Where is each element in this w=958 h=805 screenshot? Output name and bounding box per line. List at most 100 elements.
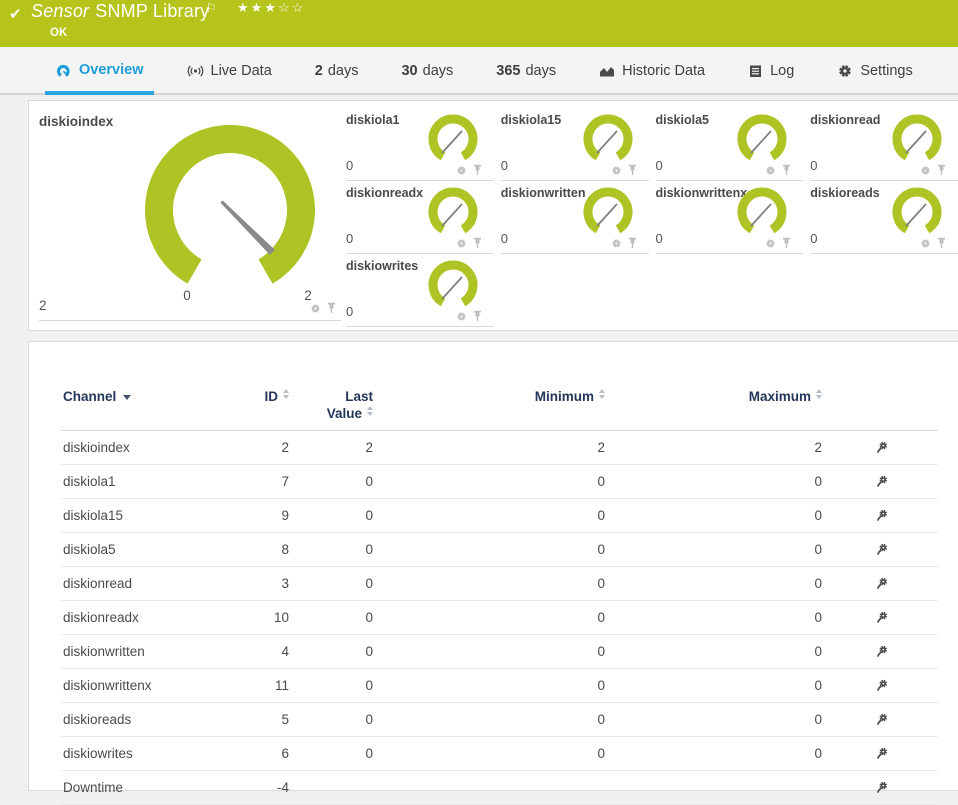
gauge-icon: [55, 62, 72, 79]
table-row: diskionwrittenx 11 0 0 0: [61, 668, 938, 703]
gear-icon[interactable]: [765, 238, 776, 249]
channel-settings-icon[interactable]: [874, 610, 889, 625]
tab-historic-data[interactable]: Historic Data: [589, 47, 715, 93]
channel-settings-icon[interactable]: [874, 712, 889, 727]
cell-settings: [824, 532, 938, 567]
sort-icon[interactable]: [816, 389, 822, 399]
gauge-chart: [737, 114, 787, 161]
star-filled-icon[interactable]: ★: [237, 0, 251, 15]
column-header-min[interactable]: Minimum: [375, 364, 607, 431]
cell-settings: [824, 702, 938, 737]
channel-settings-icon[interactable]: [874, 780, 889, 795]
column-label: Minimum: [534, 389, 594, 404]
gear-icon[interactable]: [310, 303, 321, 314]
gear-icon[interactable]: [456, 238, 467, 249]
tab-log[interactable]: Log: [738, 47, 804, 93]
cell-channel: diskioindex: [61, 430, 225, 465]
gear-icon[interactable]: [611, 165, 622, 176]
star-filled-icon[interactable]: ★: [250, 0, 265, 15]
sort-icon[interactable]: [283, 389, 289, 399]
channel-settings-icon[interactable]: [874, 474, 889, 489]
star-empty-icon[interactable]: ☆: [277, 0, 292, 15]
channel-settings-icon[interactable]: [874, 542, 889, 557]
cell-last: 0: [291, 498, 375, 533]
sensor-type-label: Sensor: [31, 1, 90, 21]
tab-label: Historic Data: [622, 63, 706, 79]
gear-icon[interactable]: [456, 311, 467, 322]
cell-last: 2: [291, 430, 375, 465]
cell-settings: [824, 770, 938, 805]
column-header-channel[interactable]: Channel: [61, 364, 225, 431]
gear-icon[interactable]: [920, 238, 931, 249]
gauge-actions: [765, 164, 792, 176]
sort-icon[interactable]: [599, 389, 605, 399]
column-header-last[interactable]: Last Value: [291, 364, 375, 431]
channel-settings-icon[interactable]: [874, 508, 889, 523]
cell-channel: diskionreadx: [61, 600, 225, 635]
gauge-value: 0: [346, 304, 354, 319]
gear-icon[interactable]: [456, 165, 467, 176]
cell-min: 0: [375, 668, 607, 703]
tab-settings[interactable]: Settings: [827, 47, 922, 93]
table-row: diskionreadx 10 0 0 0: [61, 600, 938, 635]
pin-icon[interactable]: [326, 302, 337, 314]
cell-channel: diskionwritten: [61, 634, 225, 669]
pin-icon[interactable]: [627, 237, 638, 249]
pin-icon[interactable]: [936, 237, 947, 249]
table-row: diskiola1 7 0 0 0: [61, 464, 938, 499]
gear-icon[interactable]: [611, 238, 622, 249]
pin-icon[interactable]: [936, 164, 947, 176]
gauge-diskioindex: diskioindex 0 2 2: [39, 108, 341, 321]
sort-icon[interactable]: [367, 406, 373, 416]
gauge-diskionwritten: diskionwritten 0: [500, 181, 649, 254]
column-header-id[interactable]: ID: [225, 364, 291, 431]
gauge-title: diskionwritten: [500, 186, 586, 200]
small-gauges-grid: diskiola1 0 diskiola15 0 diskiola5 0 diskionre…: [346, 108, 958, 327]
tab-overview[interactable]: Overview: [45, 47, 154, 95]
gauge-diskiola5: diskiola5 0: [655, 108, 804, 181]
cell-last: 0: [291, 736, 375, 771]
tab-2-days[interactable]: 2 days: [305, 47, 369, 93]
channel-settings-icon[interactable]: [874, 746, 889, 761]
pin-icon[interactable]: [472, 310, 483, 322]
gauge-value: 0: [655, 158, 663, 173]
tab-365-days[interactable]: 365 days: [486, 47, 566, 93]
gauge-chart: [737, 187, 787, 234]
cell-last: 0: [291, 702, 375, 737]
table-row: diskiola5 8 0 0 0: [61, 532, 938, 567]
cell-min: 0: [375, 566, 607, 601]
pin-icon[interactable]: [781, 237, 792, 249]
channel-settings-icon[interactable]: [874, 576, 889, 591]
star-filled-icon[interactable]: ★: [264, 0, 278, 15]
flag-icon[interactable]: ⚐: [206, 1, 217, 15]
pin-icon[interactable]: [781, 164, 792, 176]
gauge-diskiola1: diskiola1 0: [346, 108, 494, 181]
pin-icon[interactable]: [472, 164, 483, 176]
column-header-max[interactable]: Maximum: [607, 364, 824, 431]
cell-min: 0: [375, 634, 607, 669]
cell-max: 0: [607, 464, 824, 499]
gauge-actions: [611, 164, 638, 176]
star-empty-icon[interactable]: ☆: [291, 0, 306, 15]
dropdown-caret-icon[interactable]: [123, 395, 132, 400]
pin-icon[interactable]: [472, 237, 483, 249]
channel-settings-icon[interactable]: [874, 440, 889, 455]
priority-rating[interactable]: ★★★☆☆: [237, 0, 305, 16]
channel-settings-icon[interactable]: [874, 644, 889, 659]
gear-icon[interactable]: [920, 165, 931, 176]
channel-settings-icon[interactable]: [874, 678, 889, 693]
table-row: diskioreads 5 0 0 0: [61, 702, 938, 737]
cell-min: 0: [375, 600, 607, 635]
tab-live-data[interactable]: Live Data: [177, 47, 282, 93]
tab-bar: Overview Live Data 2 days 30 days 365 days Histo…: [0, 47, 958, 95]
tab-30-days[interactable]: 30 days: [391, 47, 463, 93]
gauge-title: diskiola15: [500, 113, 562, 127]
pin-icon[interactable]: [627, 164, 638, 176]
gauge-diskioreads: diskioreads 0: [810, 181, 958, 254]
tab-number: 30: [401, 63, 418, 79]
gear-icon[interactable]: [765, 165, 776, 176]
log-icon: [748, 63, 763, 79]
gauge-title: diskiowrites: [346, 259, 419, 273]
gauge-value: 0: [655, 231, 663, 246]
cell-settings: [824, 464, 938, 499]
